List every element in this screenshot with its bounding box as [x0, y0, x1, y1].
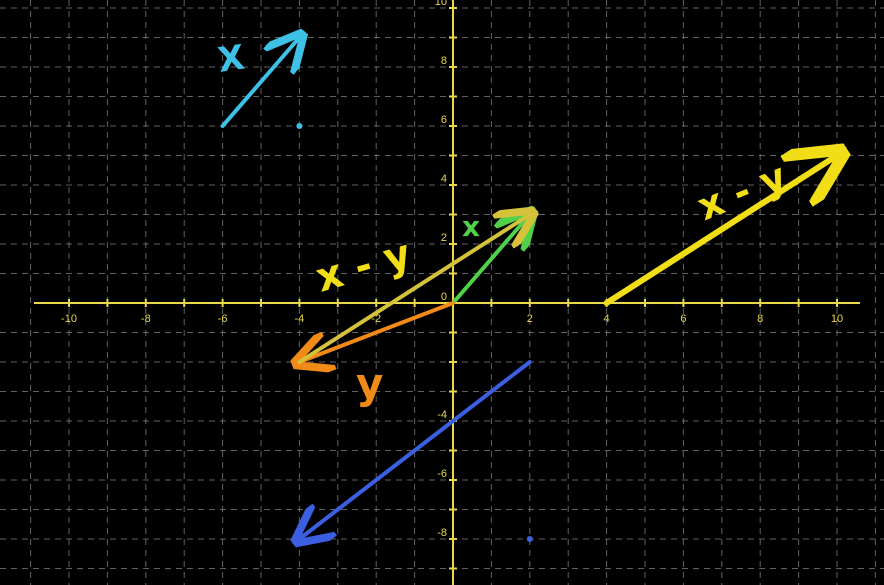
- y-tick-label: 0: [441, 291, 447, 303]
- y-tick-label: 10: [435, 0, 447, 8]
- vector-y: [299, 301, 455, 362]
- y-label: y: [356, 359, 383, 408]
- x-tick-label: -2: [371, 313, 381, 325]
- x-tick-label: -8: [141, 313, 151, 325]
- axes: [34, 0, 860, 585]
- x-tick-labels: -10 -8 -6 -4 -2 2 4 6 8 10: [61, 313, 843, 325]
- cyan-dot: [296, 123, 303, 129]
- y-tick-label: -4: [437, 409, 447, 421]
- x-tick-label: 10: [831, 313, 843, 325]
- y-tick-label: 2: [441, 232, 447, 244]
- vector-x-minus-y: [603, 156, 837, 306]
- y-tick-label: 6: [441, 114, 447, 126]
- y-tick-label: -8: [437, 527, 447, 539]
- vectors: [220, 38, 837, 540]
- vector-x-translated: [220, 38, 300, 128]
- points: [296, 123, 533, 542]
- blue-dot: [526, 536, 533, 542]
- y-tick-label: 4: [441, 173, 447, 185]
- y-tick-label: -6: [437, 468, 447, 480]
- x-tick-label: -4: [295, 313, 305, 325]
- y-tick-label: 8: [441, 55, 447, 67]
- x-label-green: x: [462, 210, 480, 243]
- x-label-top: X: [215, 37, 247, 80]
- x-tick-label: 8: [757, 313, 763, 325]
- y-tick-labels: 10 8 6 4 2 0 -4 -6 -8: [435, 0, 447, 539]
- vector-x-minus-y-drawn-from-y: [297, 215, 529, 364]
- x-tick-label: 6: [680, 313, 686, 325]
- vector-y-minus-x: [299, 360, 532, 539]
- x-minus-y-label-left: x - y: [311, 231, 416, 302]
- x-tick-label: -10: [61, 313, 77, 325]
- x-tick-label: 2: [527, 313, 533, 325]
- x-tick-label: 4: [604, 313, 610, 325]
- x-tick-label: -6: [218, 313, 228, 325]
